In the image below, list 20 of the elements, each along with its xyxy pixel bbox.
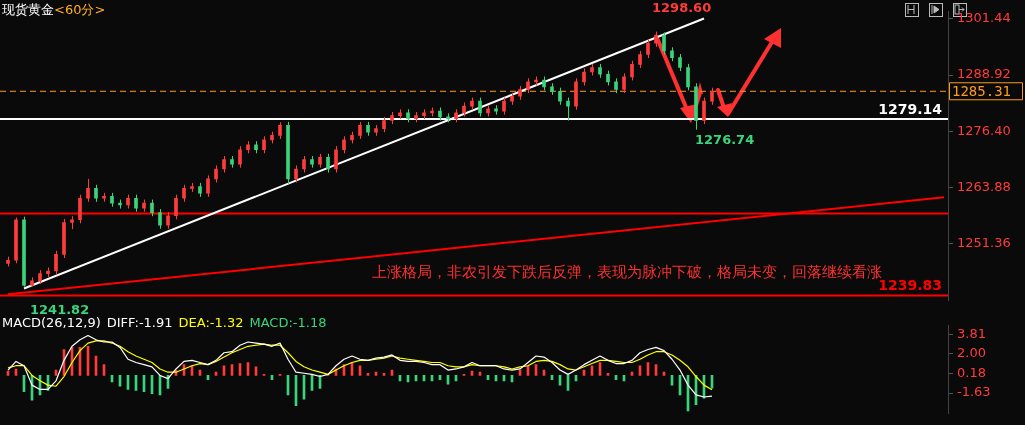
y-tick-label: 1263.88 [957,178,1011,194]
text: 1241.82 [30,302,90,317]
y-tick-label: 1288.92 [957,66,1011,82]
series-label: DIFF:-1.91 [106,315,173,330]
text: MACD:-1.18 [249,315,327,330]
ref-line-label: 1279.14 [878,100,943,117]
series-label: DEA:-1.32 [178,315,244,330]
chart-subtitle: <60分> [54,2,106,17]
y-tick-label: -1.63 [957,384,991,400]
chart-title: 现货黄金 [2,2,54,17]
annotation: 1276.74 [695,132,755,147]
annotation: 1298.60 [652,0,712,15]
y-tick-label: 0.18 [957,364,986,380]
y-tick-label: 2.00 [957,345,986,361]
chart-title: MACD(26,12,9) [2,315,101,330]
ref-line-label: 1285.31 [952,82,1012,99]
y-tick-label: 3.81 [957,325,986,341]
y-tick-label: 1301.44 [957,10,1011,26]
y-tick-label: 1251.36 [957,235,1011,251]
y-tick-label: 1276.40 [957,122,1011,138]
